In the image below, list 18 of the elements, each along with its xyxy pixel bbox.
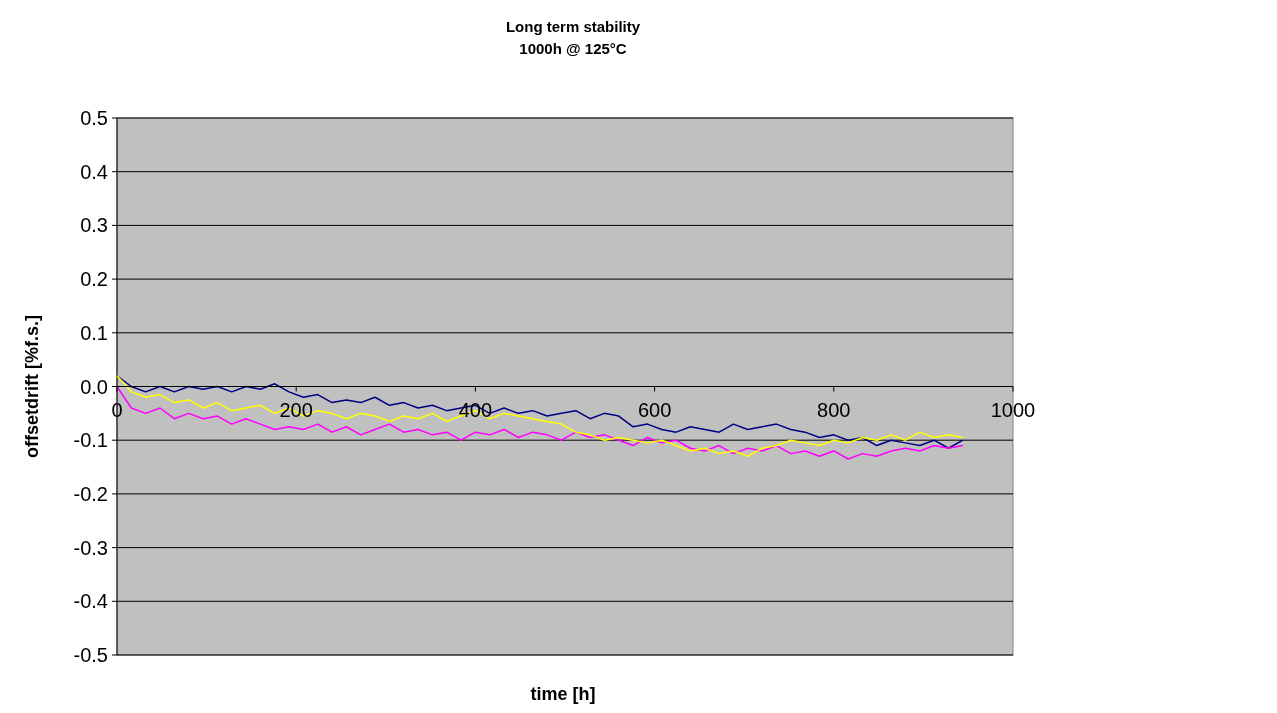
y-tick-label: -0.3 xyxy=(73,536,108,559)
y-tick-label: -0.4 xyxy=(73,590,108,613)
y-tick-label: 0.2 xyxy=(80,268,108,291)
y-tick-label: 0.1 xyxy=(80,321,108,344)
y-tick-label: 0.4 xyxy=(80,160,108,183)
y-tick-label: -0.2 xyxy=(73,482,108,505)
x-axis-title: time [h] xyxy=(530,684,596,704)
y-tick-label: -0.5 xyxy=(73,644,108,666)
x-tick-label: 800 xyxy=(817,398,851,421)
x-tick-label: 600 xyxy=(637,398,672,421)
y-tick-label: 0.3 xyxy=(80,214,108,237)
x-tick-label: 1000 xyxy=(990,398,1036,421)
y-tick-label: 0.5 xyxy=(80,107,108,129)
chart-title: Long term stability xyxy=(505,18,641,35)
y-axis-title: offsetdrift [%f.s.] xyxy=(22,315,42,458)
chart-subtitle: 1000h @ 125°C xyxy=(519,40,627,57)
y-tick-label: -0.1 xyxy=(73,429,108,452)
y-tick-label: 0.0 xyxy=(80,375,108,398)
